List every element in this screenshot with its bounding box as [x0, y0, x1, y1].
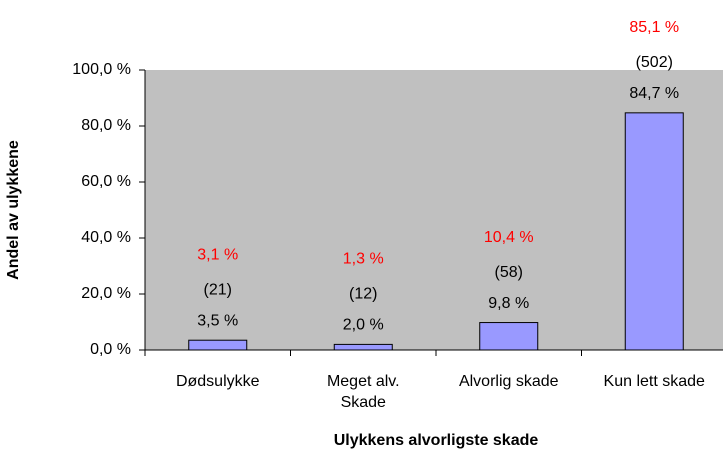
y-tick-label: 0,0 % [90, 341, 131, 358]
share-label: 1,3 % [343, 251, 384, 268]
value-label: 84,7 % [629, 85, 679, 102]
x-axis-title: Ulykkens alvorligste skade [334, 432, 539, 449]
bar [188, 339, 248, 351]
count-label: (21) [204, 281, 232, 298]
count-label: (12) [349, 286, 377, 303]
share-label: 85,1 % [629, 19, 679, 36]
y-tick-label: 100,0 % [72, 61, 131, 78]
y-tick-label: 60,0 % [81, 173, 131, 190]
y-tick-label: 40,0 % [81, 229, 131, 246]
value-label: 3,5 % [197, 312, 238, 329]
bar [624, 112, 684, 351]
x-tick-label: Dødsulykke [175, 373, 260, 390]
y-tick-label: 20,0 % [81, 285, 131, 302]
share-label: 10,4 % [484, 229, 534, 246]
x-tick-label: Meget alv. Skade [326, 373, 400, 411]
value-label: 9,8 % [488, 295, 529, 312]
x-tick-label: Alvorlig skade [458, 373, 559, 390]
x-tick-label: Kun lett skade [603, 373, 705, 390]
count-label: (58) [495, 264, 523, 281]
share-label: 3,1 % [197, 246, 238, 263]
y-axis-title: Andel av ulykkene [5, 140, 22, 280]
value-label: 2,0 % [343, 317, 384, 334]
bar [333, 343, 393, 351]
y-tick-label: 80,0 % [81, 117, 131, 134]
count-label: (502) [636, 54, 673, 71]
bar [479, 322, 539, 351]
